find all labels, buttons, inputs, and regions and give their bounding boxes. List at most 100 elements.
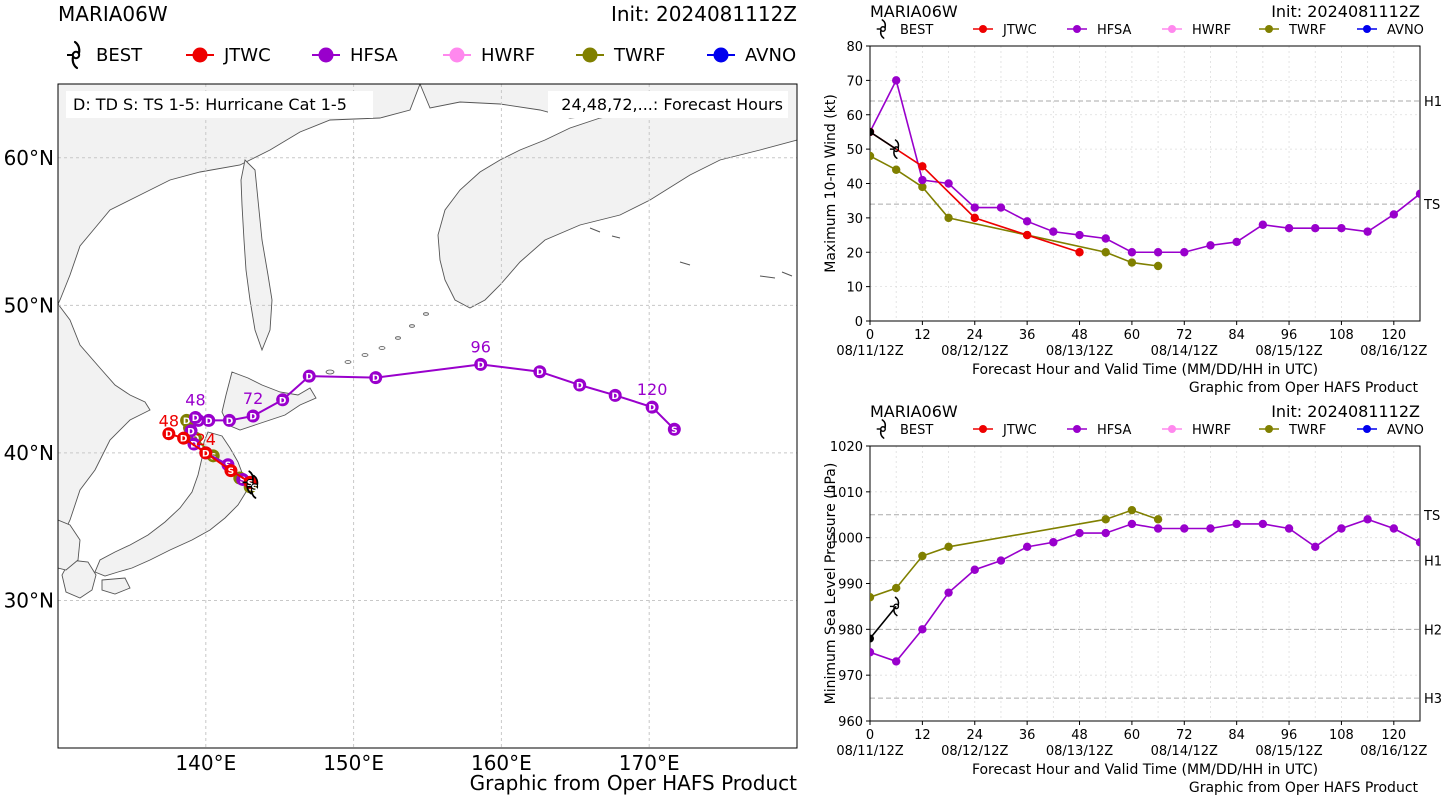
panel-legend-item-best: BEST <box>876 19 933 39</box>
series-point <box>1415 189 1420 199</box>
lat-label: 50°N <box>4 293 54 317</box>
series-point <box>1258 519 1268 529</box>
track-category-label: S <box>240 476 246 486</box>
x-tick-label: 48 <box>1071 728 1088 743</box>
track-category-label: D <box>202 449 209 459</box>
series-point <box>891 583 901 593</box>
y-tick-label: 0 <box>855 315 863 330</box>
y-tick-label: 10 <box>846 281 863 296</box>
y-tick-label: 80 <box>846 40 863 55</box>
pressure-panel: MARIA06W Init: 2024081112Z BEST JTWC HFSA HWR… <box>823 402 1442 796</box>
series-point <box>870 634 874 643</box>
map-frame <box>57 83 798 749</box>
forecast-hour-label: 48 <box>159 412 179 431</box>
series-line <box>870 518 1420 663</box>
series-point <box>944 213 953 223</box>
series-point <box>1022 217 1032 226</box>
lat-label: 60°N <box>4 146 54 170</box>
legend-hurricane-icon <box>876 19 887 39</box>
track-point <box>474 357 488 371</box>
threshold-label: H3 <box>1424 692 1442 707</box>
track-category-label: D <box>187 427 194 437</box>
map-legend-item-hwrf: HWRF <box>443 45 535 66</box>
panel-init-time: Init: 2024081112Z <box>1271 402 1420 421</box>
land-shikoku <box>101 577 131 595</box>
legend-marker-hwrf <box>449 47 465 63</box>
panel-series <box>870 505 1420 666</box>
track-point <box>667 422 681 436</box>
track-category-label: D <box>536 368 543 378</box>
legend-marker-twrf <box>1265 425 1273 433</box>
legend-marker-twrf <box>582 47 598 63</box>
x-date-label: 08/12/12Z <box>941 744 1008 759</box>
x-tick-label: 36 <box>1019 728 1036 743</box>
track-category-label: D <box>611 392 618 402</box>
series-line <box>870 131 897 150</box>
legend-marker-hfsa <box>318 47 334 63</box>
x-date-label: 08/11/12Z <box>836 344 903 359</box>
legend-label: BEST <box>900 423 933 438</box>
map-track-best: SS <box>242 470 259 499</box>
track-point <box>202 413 216 427</box>
series-point <box>918 162 927 171</box>
track-category-label: S <box>228 467 234 477</box>
panel-footer: Graphic from Oper HAFS Product <box>1189 380 1419 396</box>
panel-legend-item-avno: AVNO <box>1357 423 1424 438</box>
land-sakhalin <box>240 159 273 352</box>
series-point <box>1127 519 1137 529</box>
legend-label: HWRF <box>1192 23 1231 38</box>
x-date-label: 08/13/12Z <box>1046 744 1113 759</box>
track-category-label: D <box>279 396 286 406</box>
series-point <box>1153 515 1163 524</box>
x-tick-label: 60 <box>1124 328 1141 343</box>
map-axis-labels: 60°N 50°N 40°N 30°N 140°E 150°E 160°E 170°E <box>4 146 680 775</box>
series-point <box>1127 258 1137 267</box>
series-point <box>1284 524 1294 533</box>
y-tick-label: 990 <box>838 578 863 593</box>
series-point <box>918 625 927 634</box>
y-tick-label: 1020 <box>830 440 863 455</box>
best-track-marker <box>242 470 254 495</box>
forecast-hour-label: 48 <box>185 390 205 409</box>
series-point <box>918 175 927 185</box>
track-category-label: D <box>192 414 199 424</box>
series-point <box>870 593 875 602</box>
legend-marker-avno <box>1363 425 1371 433</box>
lat-label: 30°N <box>4 588 54 612</box>
x-date-label: 08/15/12Z <box>1255 744 1322 759</box>
panel-legend-item-hwrf: HWRF <box>1162 423 1231 438</box>
x-tick-label: 72 <box>1176 728 1193 743</box>
track-point <box>276 393 290 407</box>
y-tick-label: 30 <box>846 212 863 227</box>
panel-legend-item-jtwc: JTWC <box>973 423 1037 438</box>
map-legend-item-best: BEST <box>67 40 143 70</box>
y-tick-label: 50 <box>846 143 863 158</box>
y-tick-label: 70 <box>846 74 863 89</box>
series-point <box>1075 528 1084 538</box>
x-tick-label: 120 <box>1381 328 1406 343</box>
series-point <box>1075 248 1084 257</box>
track-category-label: S <box>251 484 257 494</box>
x-tick-label: 108 <box>1329 728 1354 743</box>
x-date-label: 08/13/12Z <box>1046 344 1113 359</box>
series-point <box>1153 524 1163 533</box>
track-category-label: S <box>247 479 253 489</box>
series-point <box>996 203 1006 212</box>
series-jtwc <box>870 127 1084 257</box>
panel-legend-item-twrf: TWRF <box>1259 423 1326 438</box>
series-point <box>1258 220 1268 229</box>
series-point <box>870 127 874 136</box>
track-point <box>608 388 622 402</box>
best-track-marker <box>889 139 900 159</box>
series-point <box>1180 524 1189 533</box>
series-point <box>1363 227 1372 236</box>
series-point <box>1415 538 1420 547</box>
x-axis-label: Forecast Hour and Valid Time (MM/DD/HH i… <box>972 362 1318 378</box>
series-point <box>1022 230 1032 240</box>
land-korea <box>58 519 81 571</box>
series-point <box>891 165 901 174</box>
lon-label: 140°E <box>175 751 236 775</box>
legend-marker-avno <box>713 47 729 63</box>
legend-label: BEST <box>900 23 933 38</box>
series-twrf <box>870 505 1163 602</box>
